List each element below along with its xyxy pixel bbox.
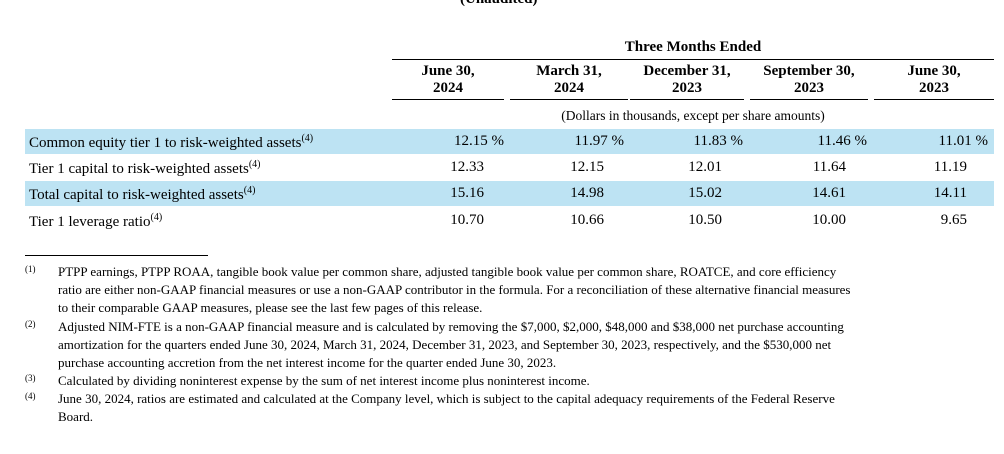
cell-value: 15.02 bbox=[688, 185, 722, 201]
cell-value: 11.64 bbox=[812, 159, 846, 175]
row-label: Common equity tier 1 to risk-weighted as… bbox=[29, 133, 314, 151]
column-header-mar-2024: March 31, 2024 bbox=[510, 63, 628, 100]
row-label: Total capital to risk-weighted assets(4) bbox=[29, 185, 256, 203]
cell-value: 11.19 bbox=[933, 159, 967, 175]
cell-value: 14.61 bbox=[812, 185, 846, 201]
cell-value: 11.46 % bbox=[817, 133, 867, 149]
cut-off-heading: (Unaudited) bbox=[460, 0, 538, 8]
column-header-sep-2023: September 30, 2023 bbox=[750, 63, 868, 100]
cell-value: 15.16 bbox=[450, 185, 484, 201]
cell-value: 14.11 bbox=[933, 185, 967, 201]
column-header-dec-2023: December 31, 2023 bbox=[630, 63, 744, 100]
cell-value: 10.50 bbox=[688, 212, 722, 228]
cell-value: 10.00 bbox=[812, 212, 846, 228]
cell-value: 11.97 % bbox=[574, 133, 624, 149]
row-label: Tier 1 leverage ratio(4) bbox=[29, 212, 163, 230]
cell-value: 9.65 bbox=[940, 212, 967, 228]
cell-value: 12.01 bbox=[688, 159, 722, 175]
column-header-jun-2023: June 30, 2023 bbox=[874, 63, 994, 100]
cell-value: 14.98 bbox=[570, 185, 604, 201]
footnote-text: Adjusted NIM-FTE is a non-GAAP financial… bbox=[58, 319, 844, 370]
footnote-text: PTPP earnings, PTPP ROAA, tangible book … bbox=[58, 264, 851, 315]
footnote-mark: (4) bbox=[25, 391, 36, 401]
table-row: Tier 1 capital to risk-weighted assets(4… bbox=[25, 155, 994, 180]
table-row: Total capital to risk-weighted assets(4)… bbox=[25, 181, 994, 206]
footnote-mark: (2) bbox=[25, 319, 36, 329]
cell-value: 11.83 % bbox=[693, 133, 743, 149]
cell-value: 11.01 % bbox=[938, 133, 988, 149]
footnote-mark: (3) bbox=[25, 373, 36, 383]
footnote-1: (1) PTPP earnings, PTPP ROAA, tangible b… bbox=[25, 263, 985, 317]
units-note: (Dollars in thousands, except per share … bbox=[561, 108, 825, 123]
footnote-text: June 30, 2024, ratios are estimated and … bbox=[58, 391, 835, 424]
footnote-4: (4) June 30, 2024, ratios are estimated … bbox=[25, 390, 985, 426]
group-header-rule bbox=[392, 59, 994, 60]
footnote-mark: (1) bbox=[25, 264, 36, 274]
cell-value: 10.66 bbox=[570, 212, 604, 228]
cell-value: 10.70 bbox=[450, 212, 484, 228]
footnote-divider bbox=[25, 255, 208, 256]
column-header-jun-2024: June 30, 2024 bbox=[392, 63, 504, 100]
row-label: Tier 1 capital to risk-weighted assets(4… bbox=[29, 159, 261, 177]
footnote-text: Calculated by dividing noninterest expen… bbox=[58, 373, 590, 388]
cell-value: 12.15 bbox=[570, 159, 604, 175]
cell-value: 12.15 % bbox=[454, 133, 504, 149]
table-row: Tier 1 leverage ratio(4) 10.70 10.66 10.… bbox=[25, 208, 994, 233]
cell-value: 12.33 bbox=[450, 159, 484, 175]
footnote-2: (2) Adjusted NIM-FTE is a non-GAAP finan… bbox=[25, 318, 985, 372]
table-row: Common equity tier 1 to risk-weighted as… bbox=[25, 129, 994, 154]
period-group-header: Three Months Ended bbox=[624, 39, 762, 55]
footnote-3: (3) Calculated by dividing noninterest e… bbox=[25, 372, 985, 390]
